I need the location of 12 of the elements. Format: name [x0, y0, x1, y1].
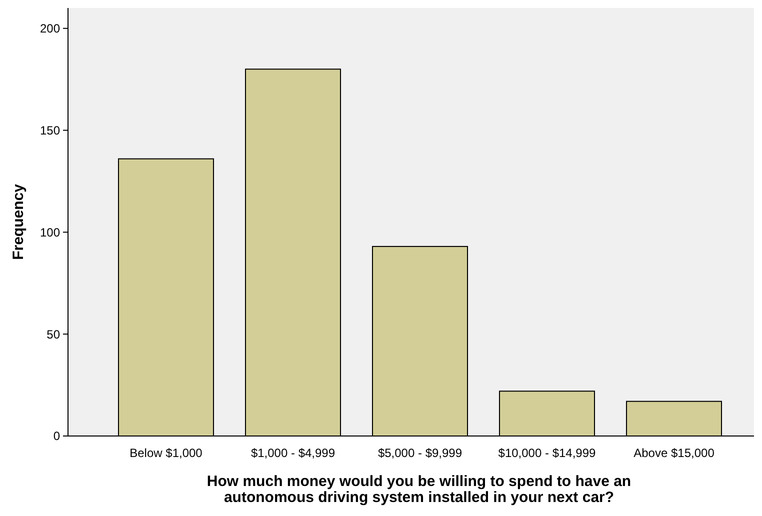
- x-axis-title: How much money would you be willing to spend to have an autonomous driving system installed in your next car?: [206, 473, 632, 506]
- x-tick-label: Above $15,000: [634, 446, 715, 460]
- y-tick-label: 200: [40, 22, 60, 36]
- x-tick-label: $5,000 - $9,999: [378, 446, 462, 460]
- y-axis-title: Frequency: [10, 183, 27, 260]
- x-tick-label: Below $1,000: [130, 446, 203, 460]
- y-tick-label: 50: [46, 327, 60, 342]
- y-tick-label: 0: [53, 429, 60, 444]
- y-tick-label: 150: [40, 123, 60, 138]
- y-tick-label: 100: [40, 225, 60, 240]
- x-tick-label: $1,000 - $4,999: [250, 446, 336, 460]
- x-tick-label: $10,000 - $14,999: [498, 446, 596, 460]
